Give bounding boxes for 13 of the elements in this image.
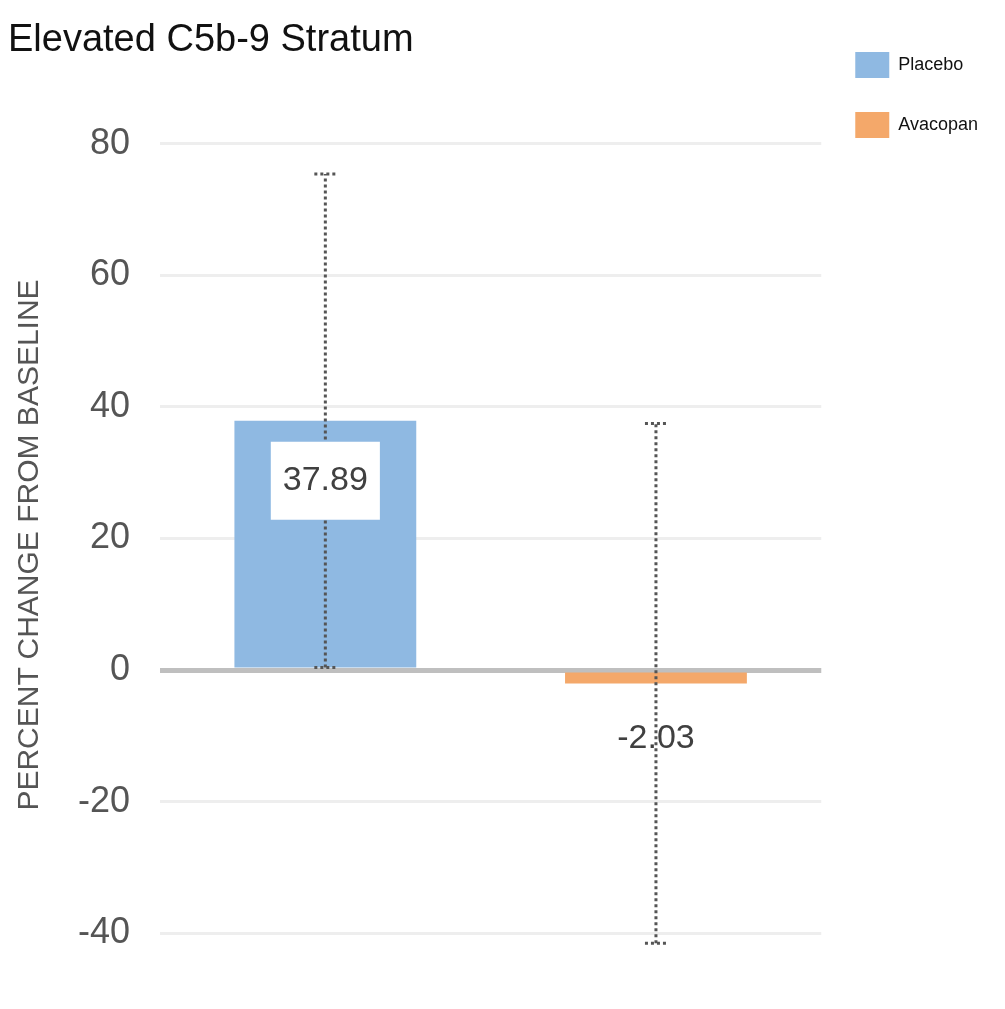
legend-label: Avacopan bbox=[898, 113, 978, 134]
y-tick-label: 20 bbox=[89, 515, 131, 557]
legend-label: Placebo bbox=[898, 53, 964, 74]
y-tick-label: 0 bbox=[110, 646, 131, 688]
y-tick-label: 40 bbox=[89, 383, 131, 425]
y-tick-label: 60 bbox=[89, 252, 131, 294]
y-tick-label: -20 bbox=[78, 778, 131, 820]
data-label: 37.89 bbox=[282, 459, 368, 498]
y-tick-label: -40 bbox=[78, 910, 131, 952]
data-label: -2.03 bbox=[617, 716, 695, 755]
chart-title: Elevated C5b-9 Stratum bbox=[8, 17, 414, 60]
y-axis-title: PERCENT CHANGE FROM BASELINE bbox=[11, 279, 45, 811]
y-tick-label: 80 bbox=[89, 120, 131, 162]
